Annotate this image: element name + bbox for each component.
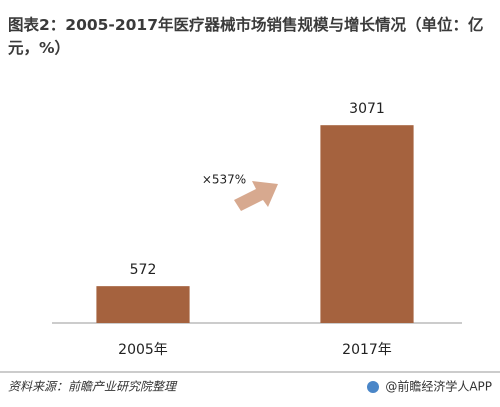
value-label: 3071 — [349, 101, 385, 117]
x-tick-label: 2017年 — [342, 342, 392, 358]
chart-title: 图表2：2005-2017年医疗器械市场销售规模与增长情况（单位：亿元，%） — [8, 16, 484, 57]
bar — [320, 125, 414, 323]
growth-arrow — [234, 181, 278, 211]
bar — [96, 286, 190, 323]
x-tick-label: 2005年 — [118, 342, 168, 358]
credit-icon — [367, 381, 379, 393]
value-label: 572 — [130, 262, 157, 278]
credit: @前瞻经济学人APP — [385, 379, 492, 394]
growth-annotation: ×537% — [202, 173, 246, 187]
source-note: 资料来源：前瞻产业研究院整理 — [8, 380, 178, 394]
